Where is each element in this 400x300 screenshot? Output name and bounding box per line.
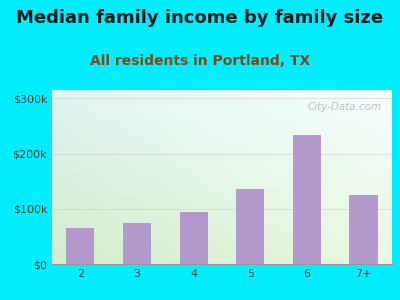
- Text: All residents in Portland, TX: All residents in Portland, TX: [90, 54, 310, 68]
- Bar: [236, 189, 264, 264]
- Text: City-Data.com: City-Data.com: [308, 102, 382, 112]
- Bar: [350, 195, 378, 264]
- Bar: [180, 212, 208, 264]
- Text: Median family income by family size: Median family income by family size: [16, 9, 384, 27]
- Bar: [66, 228, 94, 264]
- Bar: [293, 135, 321, 264]
- Bar: [123, 223, 151, 264]
